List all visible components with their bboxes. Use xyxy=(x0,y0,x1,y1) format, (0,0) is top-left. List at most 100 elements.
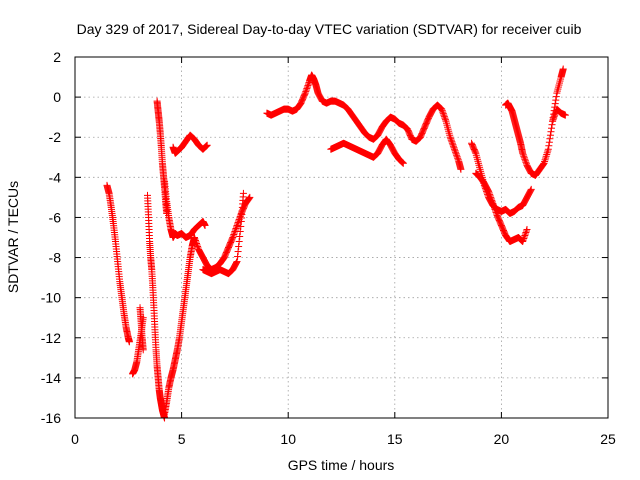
data-point xyxy=(232,259,240,267)
data-point xyxy=(486,192,494,200)
series-9 xyxy=(190,193,254,274)
data-point xyxy=(454,154,462,162)
data-point xyxy=(438,107,446,115)
series-16 xyxy=(549,105,569,125)
data-point xyxy=(449,142,457,150)
grid-lines xyxy=(75,57,608,418)
data-point xyxy=(245,195,253,203)
data-point xyxy=(488,198,496,206)
data-point xyxy=(544,145,552,153)
data-point xyxy=(490,204,498,212)
y-tick-labels: 2 0 -2 -4 -6 -8 -10 -12 -14 -16 xyxy=(41,49,61,426)
data-point xyxy=(522,158,530,166)
data-point xyxy=(492,207,500,215)
data-point xyxy=(246,193,254,201)
data-point xyxy=(191,235,199,243)
data-point xyxy=(487,193,495,201)
data-point xyxy=(540,159,548,167)
data-point xyxy=(457,165,465,173)
plot-frame xyxy=(74,56,609,419)
data-point xyxy=(235,243,243,251)
data-point xyxy=(303,83,311,91)
y-tick-label: 0 xyxy=(53,89,61,105)
y-tick-label: -4 xyxy=(49,169,62,185)
data-point xyxy=(303,85,311,93)
data-point xyxy=(519,238,527,246)
data-point xyxy=(416,134,424,142)
data-point xyxy=(398,158,406,166)
data-point xyxy=(561,111,569,119)
data-point xyxy=(234,218,242,226)
x-tick-label: 25 xyxy=(600,431,616,447)
chart-title: Day 329 of 2017, Sidereal Day-to-day VTE… xyxy=(77,21,582,37)
data-point xyxy=(232,223,240,231)
data-point xyxy=(453,153,461,161)
y-axis-label: SDTVAR / TECUs xyxy=(5,181,21,293)
data-point xyxy=(551,111,559,119)
data-point xyxy=(231,226,239,234)
data-point xyxy=(125,338,133,346)
data-point xyxy=(544,147,552,155)
data-point xyxy=(451,147,459,155)
data-point xyxy=(202,143,210,151)
data-point xyxy=(485,189,493,197)
data-point xyxy=(192,238,200,246)
data-point xyxy=(519,149,527,157)
x-tick-label: 5 xyxy=(178,431,186,447)
data-point xyxy=(448,138,456,146)
data-point xyxy=(439,108,447,116)
series-8 xyxy=(169,131,211,157)
x-tick-label: 20 xyxy=(494,431,510,447)
series-4 xyxy=(143,191,169,422)
data-point xyxy=(446,133,454,141)
data-point xyxy=(441,116,449,124)
data-point xyxy=(549,117,557,125)
series-7 xyxy=(161,177,209,241)
data-points xyxy=(103,65,569,422)
data-point xyxy=(193,240,201,248)
data-point xyxy=(452,148,460,156)
data-point xyxy=(202,142,210,150)
data-point xyxy=(301,89,309,97)
y-tick-label: -16 xyxy=(41,410,61,426)
data-point xyxy=(543,151,551,159)
data-point xyxy=(521,230,529,238)
x-tick-labels: 0 5 10 15 20 25 xyxy=(71,431,616,447)
data-point xyxy=(399,159,407,167)
data-point xyxy=(552,93,560,101)
data-point xyxy=(236,227,244,235)
data-point xyxy=(447,135,455,143)
data-point xyxy=(236,232,244,240)
data-point xyxy=(234,253,242,261)
data-point xyxy=(440,113,448,121)
y-tick-label: -10 xyxy=(41,290,61,306)
series-14 xyxy=(472,169,531,246)
axis-ticks xyxy=(74,56,609,419)
data-point xyxy=(398,158,406,166)
x-tick-label: 15 xyxy=(387,431,403,447)
data-point xyxy=(190,234,198,241)
x-tick-label: 10 xyxy=(280,431,296,447)
data-point xyxy=(203,142,211,150)
data-point xyxy=(302,88,310,96)
data-point xyxy=(488,196,496,204)
data-point xyxy=(471,148,479,156)
data-point xyxy=(546,131,554,139)
data-point xyxy=(191,237,199,245)
data-point xyxy=(539,161,547,169)
y-tick-label: -8 xyxy=(49,250,62,266)
series-15 xyxy=(502,65,567,179)
y-tick-label: -6 xyxy=(49,209,62,225)
data-point xyxy=(551,100,559,108)
data-point xyxy=(522,228,530,236)
data-point xyxy=(233,221,241,229)
data-point xyxy=(492,208,500,216)
data-point xyxy=(541,156,549,164)
data-point xyxy=(233,258,241,266)
data-point xyxy=(450,144,458,152)
series-1 xyxy=(103,181,133,346)
data-point xyxy=(527,186,535,194)
data-point xyxy=(304,82,312,90)
data-point xyxy=(490,202,498,210)
